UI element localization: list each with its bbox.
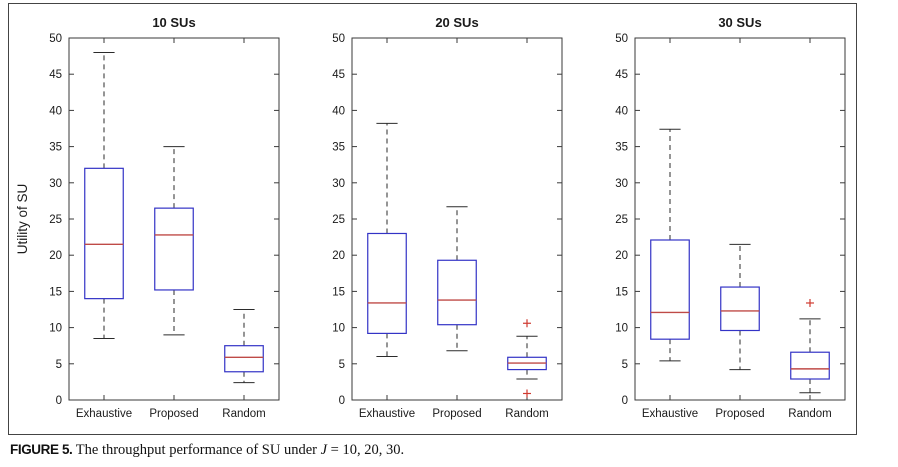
y-axis-label: Utility of SU	[15, 184, 30, 255]
x-category-label: Exhaustive	[359, 408, 415, 420]
box-group-proposed	[720, 243, 760, 371]
iqr-box	[437, 259, 477, 326]
y-tick-label: 5	[339, 359, 345, 371]
y-tick-label: 20	[49, 250, 62, 262]
y-tick-label: 10	[49, 323, 62, 335]
y-tick-label: 50	[615, 33, 628, 45]
caption-variable: J	[320, 442, 328, 458]
boxplot-panels-row: 0 5 10 15 20 25 30 35 40 45 50 Exhaustive Proposed Ra…	[11, 4, 854, 432]
x-category-label: Random	[505, 408, 548, 420]
panel-title: 10 SUs	[152, 15, 195, 30]
y-tick-label: 15	[332, 286, 345, 298]
boxplot-panel-10sus: 0 5 10 15 20 25 30 35 40 45 50 Exhaustive Proposed Ra…	[15, 15, 280, 420]
y-tick-label: 30	[332, 178, 345, 190]
y-tick-label: 50	[332, 33, 345, 45]
iqr-box	[650, 239, 690, 340]
y-tick-label: 0	[56, 395, 62, 407]
panel-title: 20 SUs	[435, 15, 478, 30]
box-group-random	[790, 298, 830, 394]
y-tick-label: 25	[332, 214, 345, 226]
box-group-exhaustive	[367, 122, 407, 358]
iqr-box	[84, 167, 124, 300]
y-tick-label: 30	[49, 178, 62, 190]
y-tick-label: 10	[332, 323, 345, 335]
y-tick-label: 45	[49, 69, 62, 81]
iqr-box	[224, 345, 264, 373]
figure-caption: FIGURE 5. The throughput performance of …	[10, 442, 870, 459]
y-tick-label: 20	[332, 250, 345, 262]
iqr-box	[790, 351, 830, 380]
y-tick-label: 45	[615, 69, 628, 81]
x-category-label: Exhaustive	[642, 408, 698, 420]
y-tick-label: 40	[49, 105, 62, 117]
y-tick-label: 35	[49, 142, 62, 154]
iqr-box	[720, 286, 760, 332]
caption-label: FIGURE 5.	[10, 442, 73, 457]
y-tick-label: 0	[622, 395, 628, 407]
x-category-label: Proposed	[149, 408, 198, 420]
y-tick-label: 15	[615, 286, 628, 298]
y-tick-label: 5	[622, 359, 628, 371]
caption-text: The throughput performance of SU under	[72, 442, 321, 458]
box-group-proposed	[154, 146, 194, 336]
box-group-random	[507, 319, 547, 398]
y-tick-label: 50	[49, 33, 62, 45]
y-tick-label: 5	[56, 359, 62, 371]
panel-title: 30 SUs	[718, 15, 761, 30]
figure-frame: 0 5 10 15 20 25 30 35 40 45 50 Exhaustive Proposed Ra…	[8, 3, 857, 435]
y-tick-label: 25	[49, 214, 62, 226]
y-tick-label: 10	[615, 323, 628, 335]
iqr-box	[154, 207, 194, 291]
x-category-label: Proposed	[432, 408, 481, 420]
y-tick-label: 25	[615, 214, 628, 226]
y-tick-label: 30	[615, 178, 628, 190]
x-category-label: Random	[788, 408, 831, 420]
box-group-proposed	[437, 206, 477, 352]
x-category-label: Proposed	[715, 408, 764, 420]
box-group-exhaustive	[650, 128, 690, 362]
y-tick-label: 0	[339, 395, 345, 407]
y-tick-label: 35	[615, 142, 628, 154]
y-tick-label: 40	[615, 105, 628, 117]
y-tick-label: 20	[615, 250, 628, 262]
x-category-label: Random	[222, 408, 265, 420]
box-group-exhaustive	[84, 51, 124, 339]
iqr-box	[367, 232, 407, 334]
caption-rest: = 10, 20, 30.	[327, 442, 405, 458]
boxplot-panel-30sus: 0 5 10 15 20 25 30 35 40 45 50 Exhaustive Proposed Ra…	[615, 15, 846, 420]
axes-box	[634, 37, 846, 401]
y-tick-label: 35	[332, 142, 345, 154]
boxplot-panel-20sus: 0 5 10 15 20 25 30 35 40 45 50 Exhaustive Proposed Ra…	[332, 15, 563, 420]
y-tick-label: 45	[332, 69, 345, 81]
y-tick-label: 15	[49, 286, 62, 298]
box-group-random	[224, 309, 264, 384]
x-category-label: Exhaustive	[76, 408, 132, 420]
y-tick-label: 40	[332, 105, 345, 117]
